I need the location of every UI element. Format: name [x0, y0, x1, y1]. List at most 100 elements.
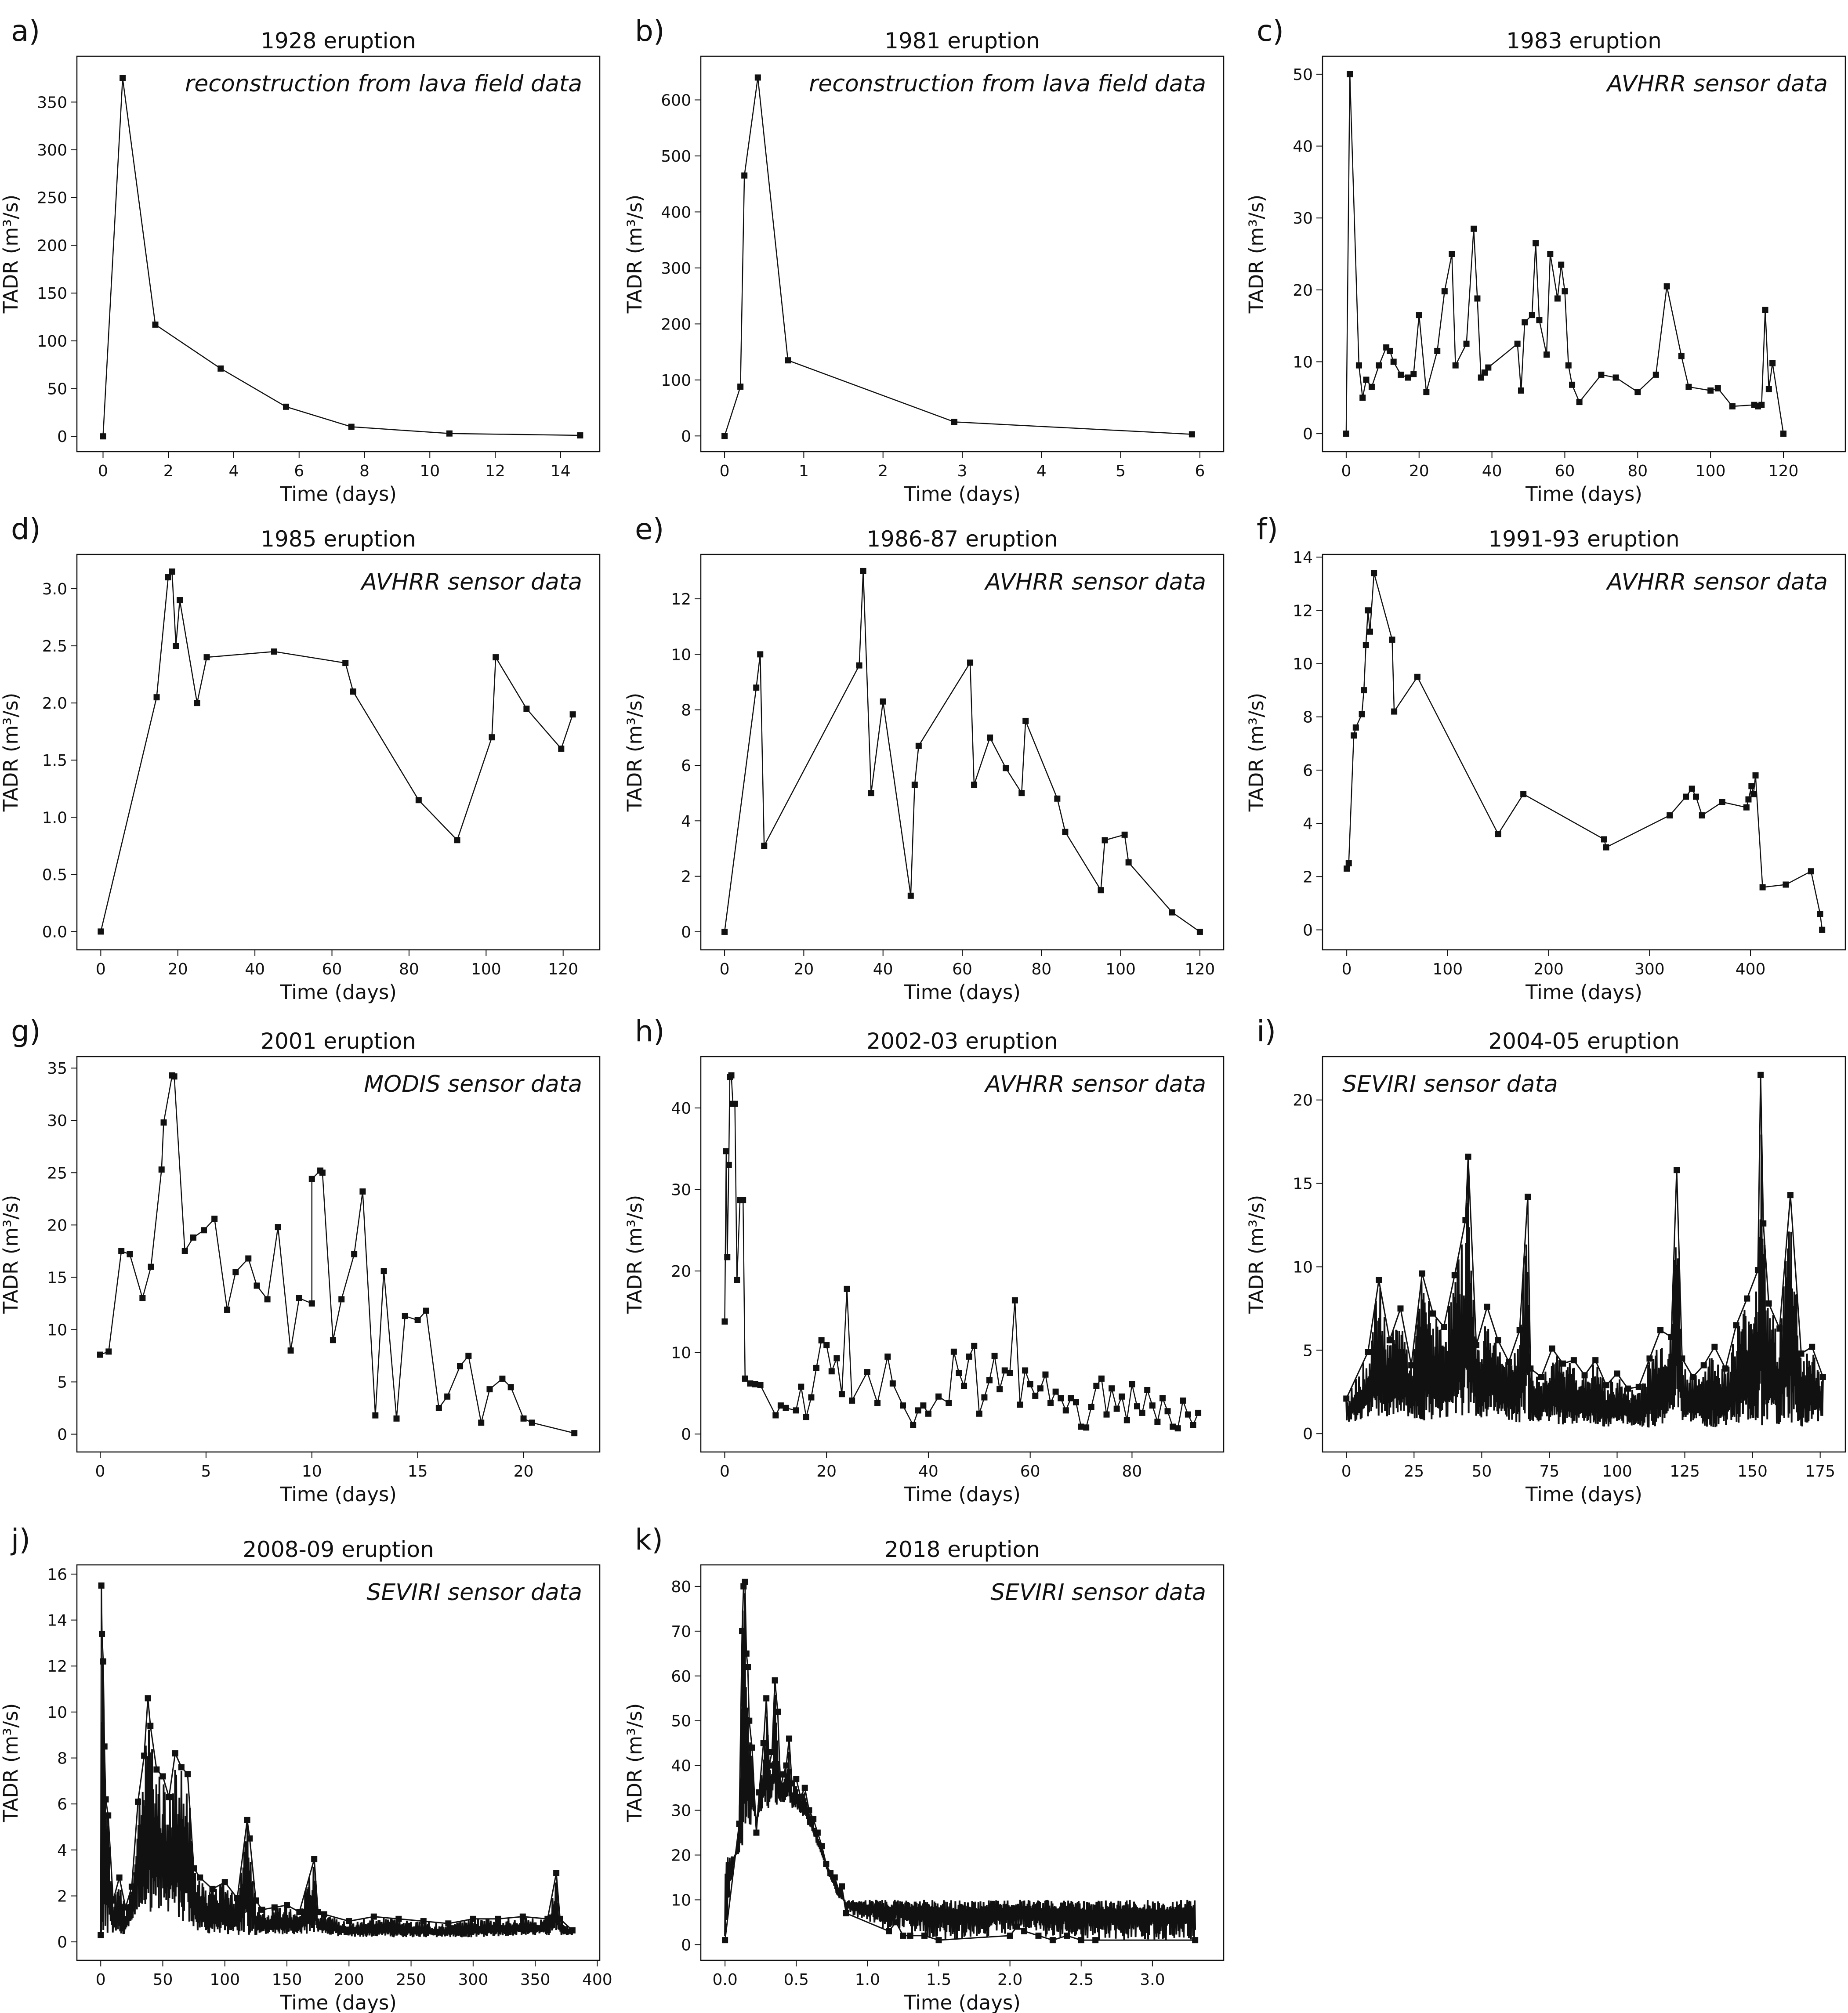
data-point	[1560, 1360, 1566, 1367]
data-point	[245, 1255, 252, 1262]
data-point	[1078, 1937, 1084, 1944]
x-tick-label: 60	[952, 960, 972, 978]
chart-title: 1981 eruption	[884, 28, 1040, 54]
data-point	[159, 1773, 166, 1780]
data-point	[478, 1419, 485, 1426]
y-tick-label: 10	[671, 646, 691, 664]
data-point	[120, 75, 126, 81]
data-point	[246, 1835, 253, 1842]
data-point	[486, 1386, 493, 1393]
data-point	[849, 1398, 855, 1404]
y-tick-label: 250	[37, 189, 67, 207]
data-point	[1098, 1375, 1105, 1382]
x-axis-label: Time (days)	[1525, 482, 1642, 506]
data-point	[1345, 860, 1352, 867]
y-tick-label: 30	[47, 1112, 67, 1130]
data-point	[1652, 371, 1659, 378]
data-point	[921, 1932, 928, 1939]
y-tick-label: 200	[37, 237, 67, 255]
data-point	[271, 648, 277, 655]
data-point	[946, 1400, 952, 1406]
data-point	[308, 1176, 315, 1182]
data-point	[1603, 1382, 1609, 1389]
x-tick-label: 60	[1555, 462, 1575, 480]
y-axis-label: TADR (m³/s)	[623, 195, 646, 314]
data-point	[763, 1695, 770, 1702]
data-point	[1049, 1937, 1056, 1944]
data-point	[1149, 1402, 1156, 1409]
y-tick-label: 12	[671, 590, 691, 608]
y-tick-label: 50	[671, 1712, 691, 1731]
data-point	[393, 1415, 400, 1422]
y-tick-label: 15	[1293, 1175, 1313, 1193]
data-point	[785, 357, 791, 364]
y-tick-label: 20	[1293, 1092, 1313, 1110]
y-tick-label: 6	[681, 757, 691, 775]
data-point	[1363, 377, 1370, 383]
y-tick-label: 400	[661, 203, 691, 221]
data-point	[739, 1628, 746, 1634]
data-point	[1365, 1349, 1371, 1355]
x-tick-label: 75	[1540, 1463, 1560, 1481]
y-tick-label: 8	[57, 1750, 67, 1768]
data-point	[102, 1796, 109, 1803]
x-tick-label: 20	[514, 1463, 534, 1481]
data-point	[1434, 348, 1441, 354]
y-tick-label: 70	[671, 1623, 691, 1641]
data-point	[886, 1928, 892, 1934]
data-point	[1368, 384, 1375, 390]
data-point	[1159, 1395, 1166, 1401]
data-point	[860, 568, 866, 574]
x-tick-label: 5	[201, 1463, 211, 1481]
data-point	[244, 1817, 250, 1823]
data-point	[370, 1913, 377, 1920]
data-point	[166, 1794, 172, 1800]
data-point	[1001, 1367, 1008, 1374]
data-point	[777, 1785, 784, 1791]
data-point	[1729, 403, 1736, 409]
series-dense-band	[1345, 1134, 1824, 1428]
data-source-note: SEVIRI sensor data	[366, 1579, 582, 1606]
data-point	[1416, 312, 1422, 319]
data-point	[557, 1915, 563, 1922]
data-point	[1690, 1374, 1696, 1380]
x-tick-label: 50	[153, 1971, 173, 1989]
plot-area	[98, 568, 576, 935]
data-point	[761, 843, 768, 849]
data-point	[1169, 909, 1175, 916]
data-point	[319, 1169, 326, 1176]
x-tick-label: 8	[359, 462, 370, 480]
data-point	[1514, 340, 1521, 347]
y-tick-label: 2	[1303, 868, 1313, 886]
data-point	[1164, 1408, 1171, 1415]
data-point	[783, 1405, 789, 1411]
panel-label: c)	[1257, 14, 1284, 48]
data-point	[116, 1874, 123, 1881]
data-point	[1581, 1372, 1588, 1379]
data-point	[346, 1918, 352, 1925]
data-point	[1592, 1357, 1599, 1364]
x-axis-label: Time (days)	[903, 981, 1021, 1004]
plot-area	[98, 1582, 576, 1938]
data-point	[569, 1927, 576, 1933]
y-tick-label: 0	[57, 428, 67, 446]
data-point	[742, 1579, 748, 1585]
x-tick-label: 100	[1105, 960, 1136, 978]
data-point	[839, 1883, 845, 1890]
data-point	[1121, 831, 1128, 838]
data-point	[1544, 351, 1550, 358]
data-point	[259, 1906, 265, 1913]
data-point	[1189, 431, 1195, 438]
data-point	[423, 1307, 429, 1314]
data-point	[1419, 1270, 1425, 1277]
data-point	[722, 1937, 728, 1944]
data-point	[935, 1937, 942, 1944]
data-point	[1062, 829, 1069, 835]
data-point	[1809, 1343, 1815, 1350]
x-tick-label: 50	[1471, 1463, 1492, 1481]
y-tick-label: 30	[671, 1181, 691, 1199]
data-point	[153, 1766, 160, 1773]
data-point	[889, 1380, 896, 1387]
data-point	[856, 662, 862, 669]
y-tick-label: 20	[1293, 282, 1313, 300]
